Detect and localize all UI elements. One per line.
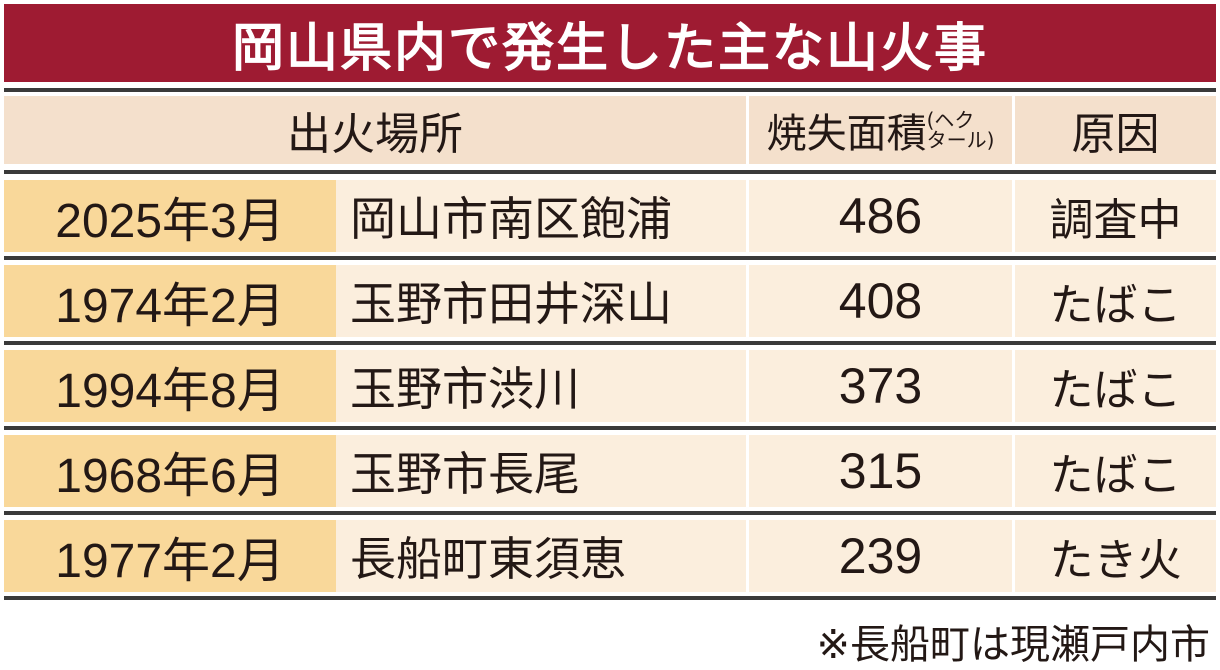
header-area-unit-bottom: タール) — [926, 128, 995, 152]
divider — [4, 341, 1216, 345]
divider — [4, 511, 1216, 515]
row-area: 315 — [746, 435, 1012, 507]
row-cause: たばこ — [1012, 350, 1216, 422]
header-area: 焼失面積 (ヘク タール) — [746, 96, 1012, 164]
table-row: 1994年8月 玉野市渋川 373 たばこ — [4, 350, 1216, 422]
divider — [4, 256, 1216, 260]
row-cause: たばこ — [1012, 265, 1216, 337]
header-area-unit: (ヘク タール) — [927, 110, 995, 150]
row-date: 1974年2月 — [4, 265, 336, 337]
row-area: 373 — [746, 350, 1012, 422]
divider — [4, 170, 1216, 174]
row-place: 玉野市田井深山 — [350, 277, 672, 331]
row-cause: たばこ — [1012, 435, 1216, 507]
row-cause: 調査中 — [1012, 180, 1216, 252]
row-date: 1968年6月 — [4, 435, 336, 507]
page-title: 岡山県内で発生した主な山火事 — [4, 4, 1216, 82]
row-area: 239 — [746, 520, 1012, 592]
table-row: 1968年6月 玉野市長尾 315 たばこ — [4, 435, 1216, 507]
header-area-label: 焼失面積 — [766, 111, 927, 157]
table-row: 1974年2月 玉野市田井深山 408 たばこ — [4, 265, 1216, 337]
row-place: 岡山市南区飽浦 — [350, 192, 672, 246]
row-date: 1994年8月 — [4, 350, 336, 422]
footnote: ※長船町は現瀬戸内市 — [816, 622, 1210, 668]
row-area: 408 — [746, 265, 1012, 337]
header-location: 出火場所 — [287, 109, 463, 160]
row-place: 玉野市渋川 — [350, 362, 580, 416]
row-date: 1977年2月 — [4, 520, 336, 592]
divider — [4, 426, 1216, 430]
table-row: 1977年2月 長船町東須恵 239 たき火 — [4, 520, 1216, 592]
table-row: 2025年3月 岡山市南区飽浦 486 調査中 — [4, 180, 1216, 252]
divider — [4, 596, 1216, 600]
row-area: 486 — [746, 180, 1012, 252]
divider — [4, 88, 1216, 92]
row-place: 長船町東須恵 — [350, 532, 626, 586]
row-date: 2025年3月 — [4, 180, 336, 252]
header-cause: 原因 — [1012, 96, 1216, 164]
row-cause: たき火 — [1012, 520, 1216, 592]
header-area-unit-top: (ヘク — [926, 108, 975, 132]
row-place: 玉野市長尾 — [350, 447, 580, 501]
table-header: 出火場所 焼失面積 (ヘク タール) 原因 — [4, 96, 1216, 164]
